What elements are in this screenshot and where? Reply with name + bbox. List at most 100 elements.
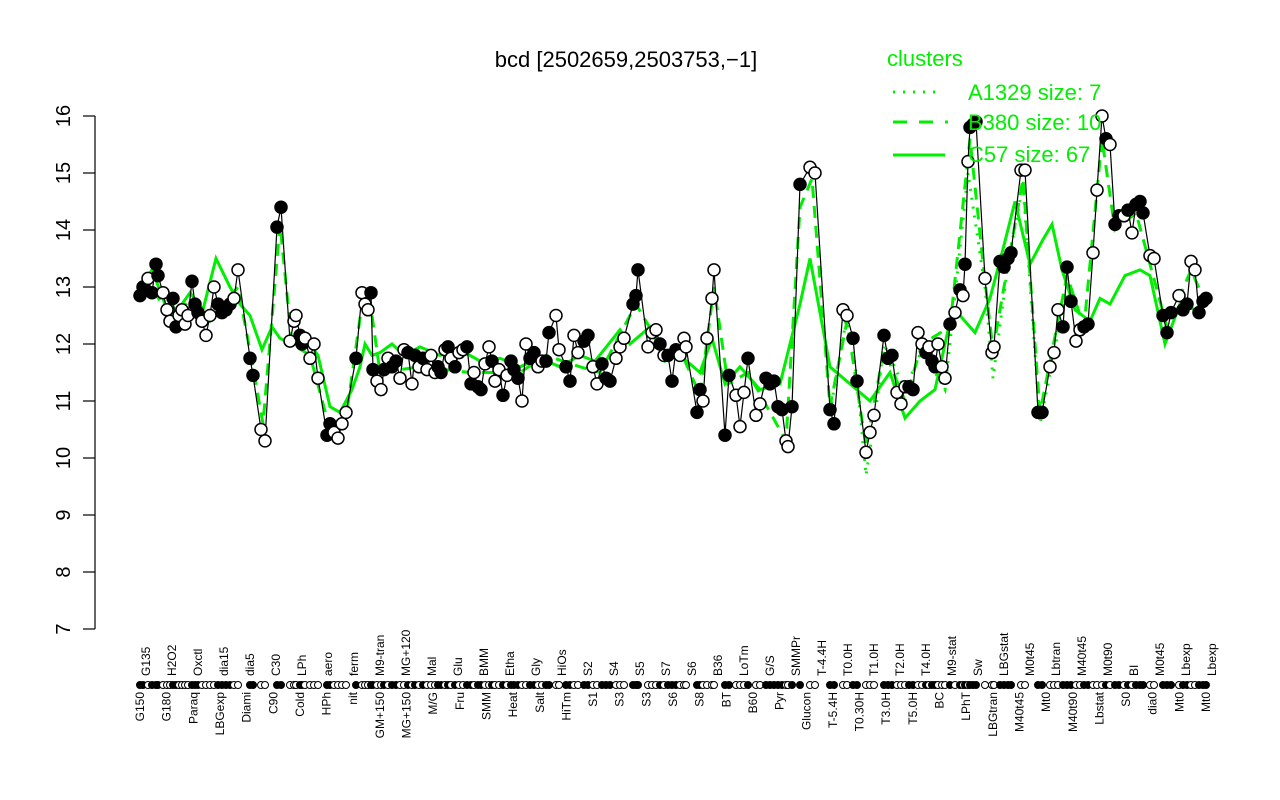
data-point (741, 351, 755, 366)
data-point (631, 263, 645, 277)
data-point (527, 345, 541, 360)
x-label-bottom: Glucon (799, 692, 813, 730)
data-point (629, 288, 643, 303)
data-point (303, 351, 317, 366)
data-point (1035, 405, 1049, 420)
x-label-bottom: Lbstat (1092, 691, 1106, 724)
x-label-bottom: Diami (240, 692, 254, 723)
x-label-bottom: HiTm (559, 692, 573, 721)
data-point (956, 288, 970, 303)
x-label-bottom: Salt (533, 691, 547, 712)
data-point (827, 417, 841, 431)
data-point (366, 362, 380, 377)
x-label-bottom: GM+150 (373, 692, 387, 739)
data-point (1199, 291, 1213, 306)
x-label-top: T4.0H (919, 643, 933, 676)
x-label-top: LoTm (737, 645, 751, 676)
data-point (665, 374, 679, 388)
data-point (460, 340, 474, 354)
data-point (185, 274, 199, 289)
data-point (679, 340, 693, 354)
data-point (335, 417, 349, 431)
data-point (474, 382, 488, 397)
x-label-top: M0t90 (1101, 642, 1115, 676)
data-point (696, 394, 710, 408)
x-label-top: aero (321, 652, 335, 676)
x-label-top: dia5 (243, 653, 257, 676)
data-point (160, 303, 174, 317)
x-marker (249, 681, 257, 689)
data-point (563, 374, 577, 388)
data-point (1086, 246, 1100, 260)
x-marker (811, 681, 819, 689)
cluster-lines (138, 138, 1208, 476)
x-label-top: LBGstat (997, 632, 1011, 676)
data-point (519, 337, 533, 351)
data-point (515, 394, 529, 408)
data-point (737, 385, 751, 400)
data-point (246, 368, 260, 383)
data-point (1004, 246, 1018, 260)
data-point (1051, 303, 1065, 317)
data-point (331, 431, 345, 445)
x-marker (788, 681, 796, 689)
data-point (1147, 251, 1161, 266)
y-tick-label: 14 (53, 219, 75, 241)
data-point (931, 337, 945, 351)
x-label-top: Lbexp (1179, 643, 1193, 676)
x-label-bottom: S8 (693, 692, 707, 707)
data-point (700, 331, 714, 346)
cluster-b380-line (138, 138, 1208, 447)
x-label-top: HiOs (555, 649, 569, 676)
data-point (434, 365, 448, 380)
data-point (1188, 263, 1202, 277)
data-point (549, 308, 563, 323)
x-label-bottom: S0 (1119, 692, 1133, 707)
data-point (1125, 226, 1139, 240)
x-label-top: S2 (581, 661, 595, 676)
data-point (571, 345, 585, 360)
x-label-bottom: SMM (479, 692, 493, 720)
x-label-top: T1.0H (867, 643, 881, 676)
data-point (877, 328, 891, 343)
data-point (207, 280, 221, 294)
data-point (567, 328, 581, 343)
x-label-bottom: nit (346, 691, 360, 704)
data-point (823, 402, 837, 417)
x-label-bottom: G150 (133, 692, 147, 722)
data-point (361, 303, 375, 317)
x-label-bottom: G180 (160, 692, 174, 722)
data-point (733, 419, 747, 434)
x-label-top: M9-tran (373, 635, 387, 676)
data-point (885, 348, 899, 363)
x-label-top: Mal (425, 657, 439, 676)
x-label-bottom: T3.0H (879, 692, 893, 725)
data-point (793, 177, 807, 192)
data-point (364, 285, 378, 300)
x-label-top: M9-stat (945, 635, 959, 676)
data-point (467, 365, 481, 380)
x-label-bottom: LBGtran (986, 692, 1000, 737)
data-point (722, 368, 736, 383)
x-label-top: ferm (347, 652, 361, 676)
data-point (389, 354, 403, 368)
data-point (441, 340, 455, 354)
data-point (1090, 183, 1104, 197)
data-point (166, 291, 180, 306)
y-tick-label: 11 (53, 391, 75, 412)
x-label-top: M0t45 (1153, 642, 1167, 676)
y-tick-label: 16 (53, 105, 75, 127)
data-point (542, 325, 556, 340)
x-label-bottom: M/G (426, 692, 440, 715)
x-marker (277, 681, 285, 689)
data-point (482, 340, 496, 354)
data-point (850, 374, 864, 388)
data-point (1069, 334, 1083, 348)
x-marker (725, 681, 733, 689)
data-point (693, 382, 707, 397)
x-label-top: M0t45 (1023, 642, 1037, 676)
data-point (609, 351, 623, 366)
x-marker (261, 681, 269, 689)
data-point (511, 371, 525, 385)
y-tick-label: 12 (53, 333, 75, 355)
